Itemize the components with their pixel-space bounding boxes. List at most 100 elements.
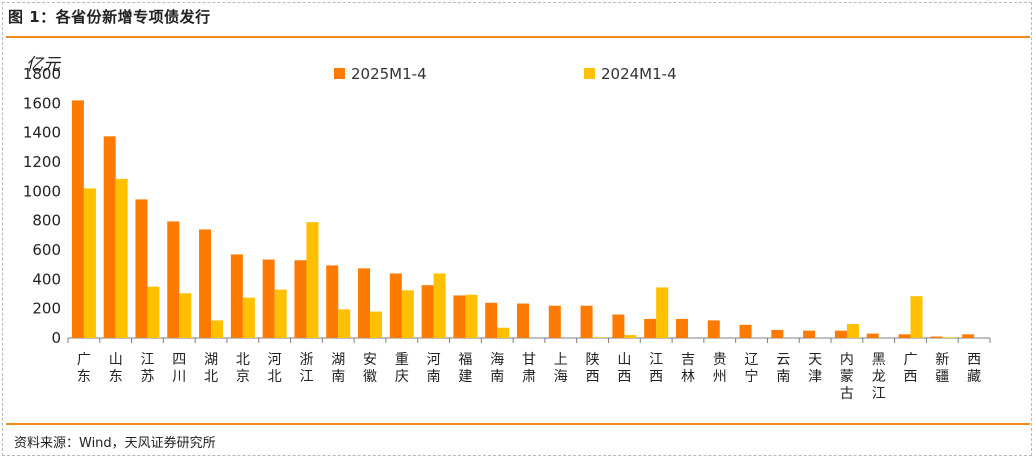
bar-2024 — [83, 188, 96, 338]
y-tick-label: 400 — [32, 270, 61, 288]
x-tick-label-char: 苏 — [140, 369, 154, 385]
x-tick-label: 上海 — [554, 352, 568, 385]
x-tick-label-char: 黑 — [872, 352, 886, 368]
x-tick-label: 广西 — [904, 352, 918, 385]
x-tick-label: 福建 — [458, 352, 472, 385]
x-tick-label: 河南 — [427, 352, 441, 385]
legend: 2025M1-4 2024M1-4 — [334, 65, 677, 83]
y-tick-label: 1000 — [23, 182, 61, 200]
x-tick-label-char: 西 — [586, 369, 600, 385]
bar-2024 — [497, 327, 510, 338]
x-tick-label: 湖南 — [331, 352, 345, 385]
bar-2025 — [962, 334, 975, 338]
x-tick-label-char: 海 — [490, 352, 504, 368]
bar-2024 — [274, 289, 287, 338]
bar-2025 — [675, 318, 688, 338]
x-tick-label-char: 蒙 — [840, 369, 854, 385]
x-tick-label-char: 东 — [109, 369, 123, 385]
x-tick-label-char: 上 — [554, 352, 568, 368]
x-tick-label-char: 北 — [204, 369, 218, 385]
legend-label: 2024M1-4 — [601, 65, 677, 83]
x-tick-label: 北京 — [236, 352, 250, 385]
x-tick-label: 湖北 — [204, 352, 218, 385]
x-tick-label-char: 津 — [808, 369, 822, 385]
bar-2025 — [771, 329, 784, 338]
x-tick-label-char: 云 — [776, 352, 790, 368]
x-tick-label-char: 建 — [458, 369, 472, 385]
bar-2025 — [517, 303, 529, 338]
bar-2025 — [167, 221, 180, 338]
x-tick-label-char: 东 — [77, 369, 91, 385]
x-tick-label-char: 湖 — [331, 352, 345, 368]
bar-2025 — [135, 199, 148, 338]
x-tick-label-char: 宁 — [745, 368, 759, 385]
y-tick-label: 1200 — [23, 153, 61, 171]
x-tick-label-char: 京 — [236, 369, 250, 385]
x-tick-label-char: 林 — [681, 369, 695, 385]
bar-2025 — [803, 330, 816, 338]
x-tick-label-char: 吉 — [681, 352, 695, 368]
x-tick-label-char: 广 — [904, 352, 918, 368]
bar-2024 — [465, 294, 478, 338]
x-tick-label-char: 西 — [904, 369, 918, 385]
bar-2024 — [624, 335, 637, 338]
legend-label: 2025M1-4 — [351, 65, 427, 83]
x-tick-label: 吉林 — [681, 352, 695, 385]
x-tick-label-char: 肃 — [522, 369, 536, 385]
bar-2024 — [656, 287, 669, 338]
bar-2025 — [230, 254, 243, 338]
x-tick-label-char: 四 — [172, 352, 186, 368]
bar-2025 — [898, 334, 911, 338]
bar-2025 — [71, 100, 84, 339]
bar-2025 — [644, 318, 657, 338]
x-tick-label: 天津 — [808, 352, 822, 385]
bar-2024 — [942, 337, 955, 338]
bar-2024 — [910, 296, 923, 338]
x-tick-label: 西藏 — [967, 352, 981, 385]
x-tick-label-char: 南 — [427, 369, 441, 385]
y-tick-label: 200 — [32, 300, 61, 318]
x-tick-label: 重庆 — [395, 352, 409, 385]
x-tick-label: 山西 — [617, 352, 631, 385]
x-tick-label: 甘肃 — [522, 352, 536, 385]
bar-2025 — [199, 229, 212, 338]
x-tick-label: 贵州 — [713, 352, 727, 385]
x-tick-label-char: 山 — [617, 352, 631, 368]
y-axis-unit-label: 亿元 — [26, 55, 62, 75]
bar-2024 — [179, 293, 192, 338]
x-tick-label-char: 辽 — [745, 352, 759, 368]
y-tick-label: 1800 — [23, 65, 61, 83]
x-tick-label-char: 山 — [109, 352, 123, 368]
x-tick-label: 黑龙江 — [872, 352, 886, 402]
x-tick-label-char: 北 — [236, 352, 250, 368]
legend-swatch — [584, 68, 595, 79]
x-tick-label: 江苏 — [140, 352, 154, 385]
x-tick-label: 四川 — [172, 352, 186, 385]
bar-2025 — [548, 305, 561, 338]
x-tick-label-char: 广 — [77, 352, 91, 368]
x-tick-label: 江西 — [649, 352, 663, 385]
x-tick-label-char: 天 — [808, 352, 822, 368]
x-tick-label: 内蒙古 — [840, 352, 854, 402]
x-tick-label-char: 河 — [427, 352, 441, 368]
x-tick-label: 辽宁 — [745, 352, 759, 385]
x-tick-label-char: 江 — [872, 386, 886, 402]
bar-2024 — [592, 337, 605, 338]
bar-2025 — [834, 330, 847, 338]
x-tick-label: 浙江 — [299, 352, 313, 385]
legend-swatch — [334, 68, 345, 79]
x-tick-label-char: 徽 — [363, 369, 377, 385]
x-tick-label-char: 陕 — [586, 352, 600, 368]
bar-2024 — [306, 222, 319, 338]
x-tick-label: 山东 — [109, 352, 123, 385]
x-tick-label-char: 川 — [172, 369, 186, 385]
figure-source: 资料来源：Wind，天风证券研究所 — [14, 436, 216, 451]
bar-2025 — [421, 285, 434, 338]
x-tick-label-char: 古 — [840, 386, 854, 402]
bar-2025 — [389, 273, 402, 338]
y-tick-label: 600 — [32, 241, 61, 259]
x-tick-label-char: 西 — [649, 369, 663, 385]
x-tick-label-char: 甘 — [522, 352, 536, 368]
